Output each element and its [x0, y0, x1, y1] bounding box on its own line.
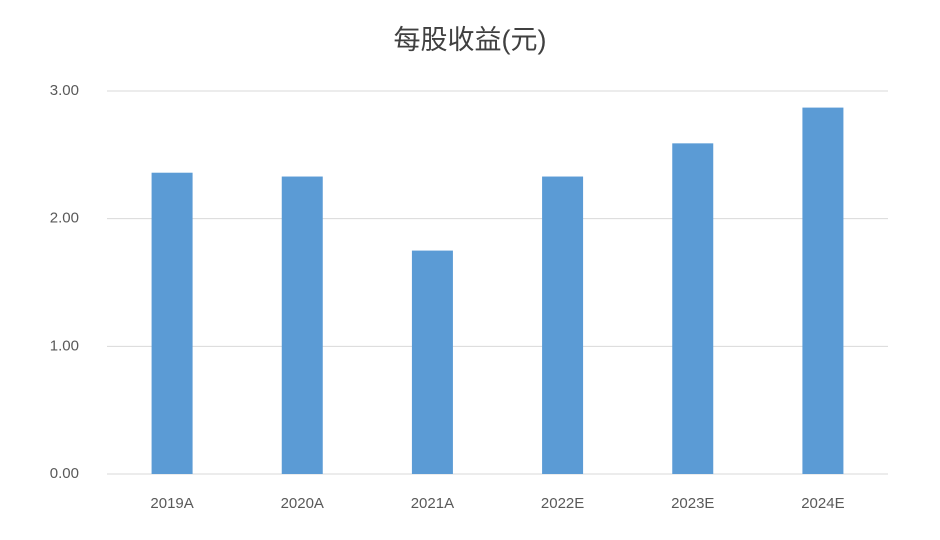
x-tick-label: 2024E	[801, 495, 844, 512]
x-tick-label: 2022E	[541, 495, 584, 512]
y-tick-label: 2.00	[50, 210, 79, 227]
bar	[542, 176, 584, 474]
chart-title: 每股收益(元)	[394, 25, 547, 55]
x-tick-label: 2023E	[671, 495, 714, 512]
y-tick-label: 0.00	[50, 465, 79, 482]
y-tick-label: 3.00	[50, 82, 79, 99]
x-tick-label: 2021A	[411, 495, 454, 512]
y-tick-label: 1.00	[50, 337, 79, 354]
bar	[802, 107, 844, 474]
bar	[411, 250, 453, 474]
bar	[151, 172, 193, 474]
bar	[672, 143, 714, 475]
bar	[281, 176, 323, 474]
x-tick-label: 2019A	[150, 495, 193, 512]
x-tick-label: 2020A	[281, 495, 324, 512]
